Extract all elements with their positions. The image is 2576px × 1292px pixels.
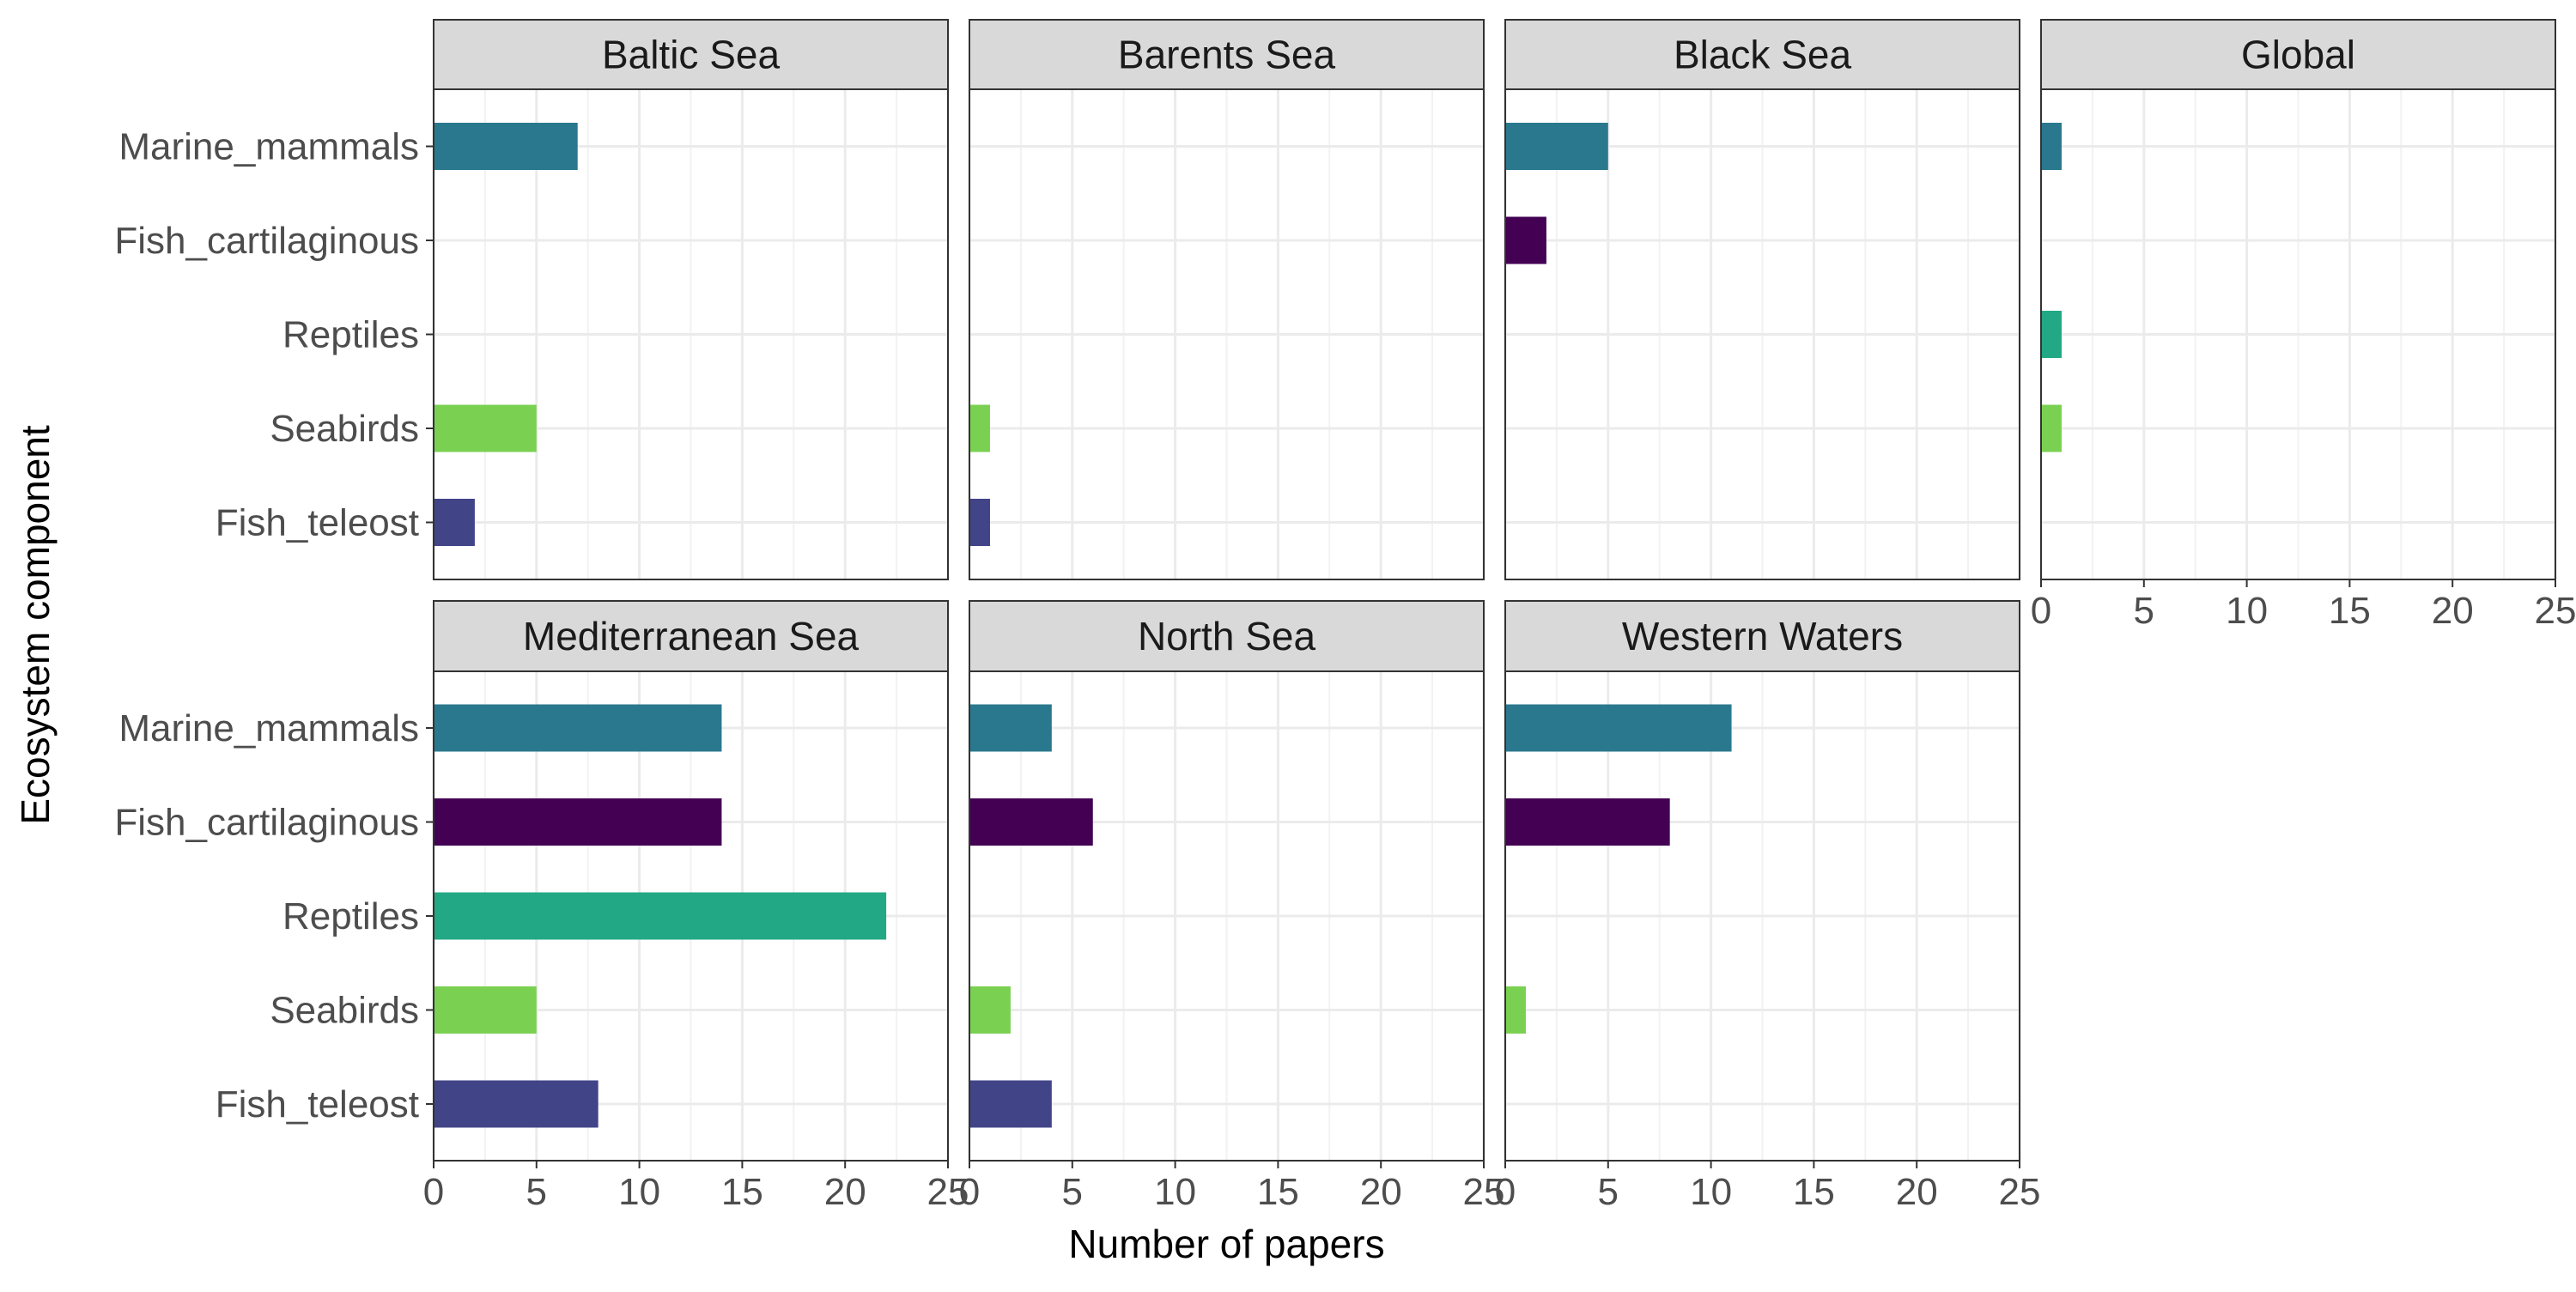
- y-axis-title: Ecosystem component: [13, 425, 58, 825]
- bar-north-sea-marine-mammals: [969, 704, 1052, 752]
- panel-border-north-sea: [969, 670, 1485, 1162]
- y-tick-label-marine-mammals: Marine_mammals: [118, 126, 419, 168]
- facet-title-baltic-sea: Baltic Sea: [602, 33, 781, 77]
- bar-north-sea-fish-teleost: [969, 1080, 1052, 1128]
- facet-title-mediterranean-sea: Mediterranean Sea: [523, 614, 860, 658]
- bar-baltic-sea-marine-mammals: [434, 123, 578, 170]
- y-tick-label-seabirds: Seabirds: [270, 408, 419, 450]
- facet-strip-western-waters: [1504, 600, 2020, 672]
- x-tick-label: 10: [1154, 1171, 1196, 1213]
- facet-title-black-sea: Black Sea: [1674, 33, 1852, 77]
- bar-western-waters-marine-mammals: [1505, 704, 1732, 752]
- x-tick-label: 0: [1495, 1171, 1516, 1213]
- y-tick-label-reptiles: Reptiles: [283, 895, 419, 937]
- facet-strip-global: [2040, 19, 2556, 90]
- facet-strip-black-sea: [1504, 19, 2020, 90]
- x-tick-label: 10: [1690, 1171, 1732, 1213]
- x-tick-label: 0: [959, 1171, 980, 1213]
- bar-north-sea-fish-cartilaginous: [969, 798, 1093, 846]
- y-tick-label-fish-cartilaginous: Fish_cartilaginous: [114, 220, 419, 262]
- y-tick-label-marine-mammals: Marine_mammals: [118, 707, 419, 749]
- x-tick-label: 5: [1062, 1171, 1083, 1213]
- bar-baltic-sea-fish-teleost: [434, 499, 475, 546]
- x-tick-label: 5: [1598, 1171, 1619, 1213]
- facet-title-global: Global: [2241, 33, 2355, 77]
- bar-black-sea-fish-cartilaginous: [1505, 216, 1546, 264]
- x-tick-label: 0: [2031, 590, 2051, 632]
- bar-western-waters-fish-cartilaginous: [1505, 798, 1670, 846]
- bar-mediterranean-sea-fish-cartilaginous: [434, 798, 722, 846]
- bar-global-marine-mammals: [2041, 123, 2062, 170]
- bar-global-seabirds: [2041, 404, 2062, 452]
- x-tick-label: 25: [2535, 590, 2576, 632]
- x-tick-label: 15: [2329, 590, 2371, 632]
- facet-title-western-waters: Western Waters: [1622, 614, 1903, 658]
- bar-north-sea-seabirds: [969, 986, 1011, 1034]
- bar-baltic-sea-seabirds: [434, 404, 537, 452]
- facet-strip-north-sea: [969, 600, 1485, 672]
- x-tick-label: 15: [1257, 1171, 1299, 1213]
- x-tick-label: 25: [1463, 1171, 1505, 1213]
- panel-border-global: [2040, 88, 2556, 580]
- panel-border-black-sea: [1504, 88, 2020, 580]
- x-tick-label: 25: [927, 1171, 969, 1213]
- bar-global-reptiles: [2041, 311, 2062, 358]
- bar-western-waters-seabirds: [1505, 986, 1526, 1034]
- bar-barents-sea-fish-teleost: [969, 499, 990, 546]
- facet-title-barents-sea: Barents Sea: [1118, 33, 1336, 77]
- y-tick-label-fish-teleost: Fish_teleost: [216, 502, 419, 544]
- x-tick-label: 10: [2226, 590, 2268, 632]
- x-axis-title: Number of papers: [1068, 1222, 1384, 1266]
- facet-strip-baltic-sea: [433, 19, 949, 90]
- panel-border-western-waters: [1504, 670, 2020, 1162]
- facet-strip-barents-sea: [969, 19, 1485, 90]
- x-tick-label: 20: [1360, 1171, 1402, 1213]
- x-tick-label: 20: [1896, 1171, 1938, 1213]
- x-tick-label: 25: [1999, 1171, 2041, 1213]
- bar-mediterranean-sea-marine-mammals: [434, 704, 722, 752]
- bar-barents-sea-seabirds: [969, 404, 990, 452]
- bar-mediterranean-sea-fish-teleost: [434, 1080, 598, 1128]
- x-tick-label: 20: [824, 1171, 866, 1213]
- x-tick-label: 5: [526, 1171, 547, 1213]
- x-tick-label: 0: [423, 1171, 444, 1213]
- panel-border-barents-sea: [969, 88, 1485, 580]
- x-tick-label: 10: [618, 1171, 660, 1213]
- y-tick-label-fish-cartilaginous: Fish_cartilaginous: [114, 802, 419, 844]
- x-tick-label: 15: [1793, 1171, 1835, 1213]
- y-tick-label-seabirds: Seabirds: [270, 990, 419, 1032]
- x-tick-label: 20: [2432, 590, 2474, 632]
- x-tick-label: 5: [2134, 590, 2154, 632]
- y-tick-label-fish-teleost: Fish_teleost: [216, 1083, 419, 1125]
- bar-mediterranean-sea-reptiles: [434, 892, 887, 940]
- bar-black-sea-marine-mammals: [1505, 123, 1608, 170]
- bar-mediterranean-sea-seabirds: [434, 986, 537, 1034]
- x-tick-label: 15: [721, 1171, 763, 1213]
- facet-strip-mediterranean-sea: [433, 600, 949, 672]
- facet-title-north-sea: North Sea: [1138, 614, 1316, 658]
- y-tick-label-reptiles: Reptiles: [283, 314, 419, 356]
